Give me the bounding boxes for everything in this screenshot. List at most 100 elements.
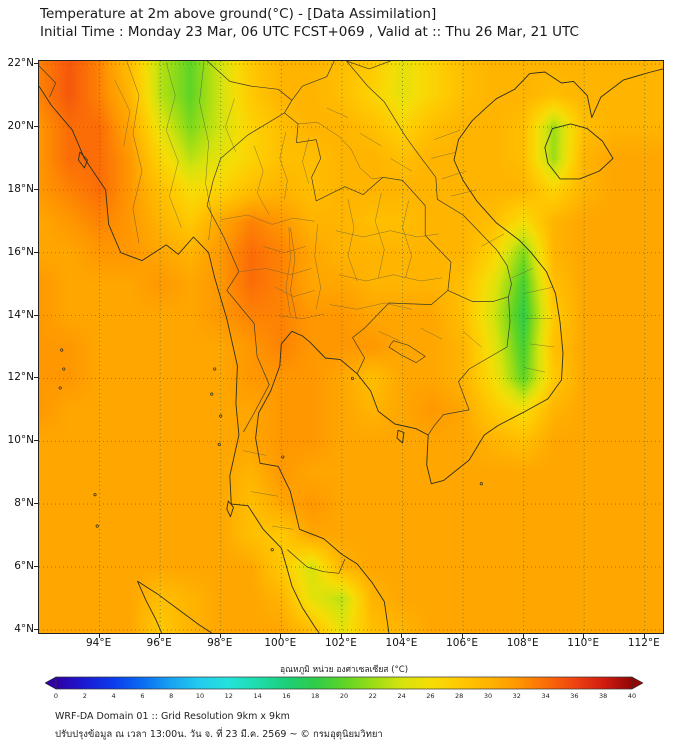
province-border: [278, 313, 324, 319]
temperature-map-plot: [38, 60, 664, 634]
province-border: [511, 268, 533, 279]
province-border: [272, 525, 294, 530]
coastline: [137, 580, 212, 633]
country-border: [352, 290, 449, 374]
province-border: [338, 274, 442, 282]
colorbar-tick-label: 28: [455, 692, 464, 700]
lon-tick-label: 104°E: [385, 637, 418, 649]
colorbar-tick-label: 22: [368, 692, 377, 700]
province-border: [378, 331, 400, 341]
lat-tick-label: 22°N: [7, 57, 34, 70]
lat-tick: [34, 188, 38, 190]
coastline: [39, 85, 320, 633]
colorbar-tick-label: 6: [140, 692, 145, 700]
province-border: [402, 200, 412, 278]
colorbar-label: อุณหภูมิ หน่วย องศาเซลเซียส (°C): [279, 665, 409, 675]
page-subtitle: Initial Time : Monday 23 Mar, 06 UTC FCS…: [40, 24, 579, 40]
colorbar-tick-label: 24: [397, 692, 406, 700]
temperature-heatmap-canvas: [39, 61, 663, 633]
lon-tick: [643, 634, 645, 638]
lon-tick-label: 108°E: [506, 637, 539, 649]
province-border: [225, 98, 237, 153]
province-border: [314, 224, 321, 310]
colorbar-tick-label: 30: [483, 692, 493, 700]
lat-tick: [34, 503, 38, 505]
colorbar-tick-label: 36: [570, 692, 579, 700]
country-border: [447, 290, 509, 302]
header: Temperature at 2m above ground(°C) - [Da…: [40, 5, 579, 41]
country-border: [346, 61, 391, 70]
province-border: [240, 268, 312, 275]
lon-tick: [401, 634, 403, 638]
province-border: [302, 137, 309, 184]
colorbar-tick-label: 18: [311, 692, 320, 700]
island-outline: [77, 151, 88, 169]
small-island: [479, 482, 483, 486]
colorbar-tick-label: 8: [169, 692, 174, 700]
lat-tick: [34, 126, 38, 127]
province-border: [481, 233, 505, 247]
lon-tick: [340, 634, 342, 638]
small-island: [350, 376, 355, 380]
country-border: [427, 296, 511, 436]
lat-tick: [34, 377, 38, 379]
page-title: Temperature at 2m above ground(°C) - [Da…: [40, 6, 437, 22]
colorbar-tick-label: 14: [253, 692, 262, 700]
lon-tick-label: 102°E: [324, 637, 357, 649]
lon-tick-label: 106°E: [446, 637, 479, 649]
province-border: [329, 302, 412, 310]
country-border: [287, 549, 346, 574]
province-border: [250, 491, 279, 497]
colorbar-gradient: [55, 676, 633, 690]
lon-tick-label: 94°E: [85, 637, 112, 649]
province-border: [220, 214, 315, 225]
lat-tick: [34, 63, 38, 65]
colorbar-tick-label: 10: [195, 692, 205, 700]
colorbar-tick-label: 40: [627, 692, 637, 700]
lon-tick: [219, 634, 221, 638]
colorbar-tick-label: 32: [512, 692, 521, 700]
province-border: [523, 367, 545, 373]
province-border: [462, 331, 482, 348]
province-border: [285, 227, 291, 316]
province-border: [434, 129, 461, 140]
lon-tick: [98, 634, 100, 638]
small-island: [270, 548, 274, 552]
lake-outline: [388, 340, 426, 364]
small-island: [210, 392, 214, 396]
province-border: [114, 79, 131, 146]
province-border: [441, 170, 467, 180]
river: [290, 227, 297, 319]
province-border: [431, 151, 457, 159]
province-border: [279, 131, 288, 200]
river: [297, 122, 383, 180]
colorbar-tick-label: 26: [426, 692, 435, 700]
footer-domain-info: WRF-DA Domain 01 :: Grid Resolution 9km …: [55, 711, 290, 722]
small-island: [62, 367, 66, 371]
lat-tick-label: 16°N: [7, 245, 34, 258]
lat-tick-label: 6°N: [14, 560, 34, 572]
province-border: [326, 107, 349, 118]
river: [199, 61, 212, 241]
province-border: [263, 246, 306, 253]
lat-tick-label: 8°N: [14, 497, 34, 510]
small-island: [219, 414, 223, 418]
country-border: [39, 65, 57, 98]
footer-update-info: ปรับปรุงข้อมูล ณ เวลา 13:00น. วัน จ. ที่…: [55, 729, 383, 740]
small-island: [93, 493, 97, 497]
lat-tick-label: 12°N: [7, 371, 34, 384]
lat-tick-label: 18°N: [7, 182, 34, 195]
lat-tick: [34, 314, 38, 316]
colorbar: [45, 676, 643, 690]
river: [126, 61, 143, 244]
island-outline: [396, 429, 405, 444]
colorbar-tick-label: 34: [541, 692, 550, 700]
lon-tick: [583, 634, 585, 638]
small-island: [213, 367, 217, 371]
lon-tick-label: 98°E: [207, 637, 233, 649]
lat-tick-label: 10°N: [7, 434, 34, 447]
coastline: [136, 580, 163, 633]
lon-tick: [522, 634, 524, 638]
lon-tick-label: 112°E: [627, 637, 660, 649]
lon-tick-label: 96°E: [146, 637, 172, 649]
